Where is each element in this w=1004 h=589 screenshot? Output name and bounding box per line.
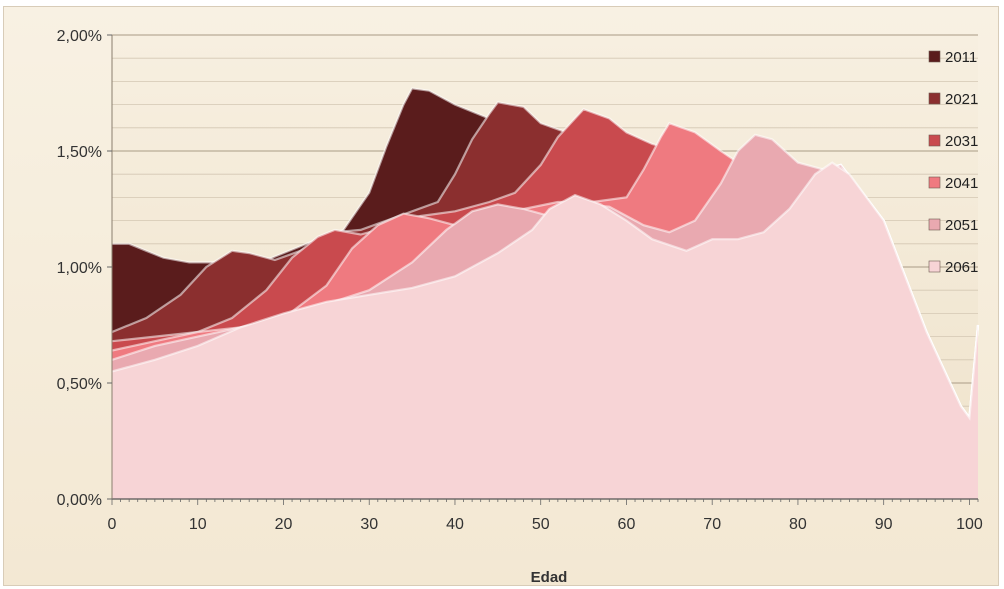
area-series-2061-edge <box>111 161 980 421</box>
y-tick-label: 1,00% <box>57 260 102 277</box>
series-layers <box>111 87 980 500</box>
x-tick-label: 100 <box>956 516 983 533</box>
y-tick-label: 1,50% <box>57 144 102 161</box>
legend-label-2051: 2051 <box>945 217 978 234</box>
legend-label-2061: 2061 <box>945 259 978 276</box>
y-tick-label: 0,00% <box>57 492 102 509</box>
legend-swatch-2051 <box>928 218 941 231</box>
y-axis: 0,00% 0,50% 1,00% 1,50% 2,00% <box>57 28 113 509</box>
x-tick-label: 40 <box>446 516 464 533</box>
legend-label-2021: 2021 <box>945 91 978 108</box>
y-tick-label: 0,50% <box>57 376 102 393</box>
x-tick-label: 90 <box>875 516 893 533</box>
legend: 2011 2021 2031 2041 2051 2061 <box>928 49 978 276</box>
x-tick-label: 20 <box>275 516 293 533</box>
area-series-2061 <box>112 162 978 499</box>
legend-swatch-2031 <box>928 134 941 147</box>
y-tick-label: 2,00% <box>57 28 102 45</box>
x-tick-label: 50 <box>532 516 550 533</box>
x-tick-label: 10 <box>189 516 207 533</box>
x-tick-label: 80 <box>789 516 807 533</box>
x-axis-title: Edad <box>531 569 568 586</box>
chart: 0 10 20 30 40 50 60 70 80 90 100 0,00% 0,50% 1,00% 1,… <box>57 28 983 586</box>
x-tick-label: 60 <box>618 516 636 533</box>
legend-label-2011: 2011 <box>945 49 977 66</box>
x-axis: 0 10 20 30 40 50 60 70 80 90 100 <box>108 498 983 533</box>
chart-frame: 0 10 20 30 40 50 60 70 80 90 100 0,00% 0,50% 1,00% 1,… <box>3 6 999 586</box>
x-tick-label: 30 <box>360 516 378 533</box>
legend-swatch-2061 <box>928 260 941 273</box>
legend-label-2041: 2041 <box>945 175 978 192</box>
legend-swatch-2011 <box>928 50 941 63</box>
legend-swatch-2021 <box>928 92 941 105</box>
legend-swatch-2041 <box>928 176 941 189</box>
legend-label-2031: 2031 <box>945 133 978 150</box>
x-tick-label: 0 <box>108 516 117 533</box>
x-tick-label: 70 <box>703 516 721 533</box>
